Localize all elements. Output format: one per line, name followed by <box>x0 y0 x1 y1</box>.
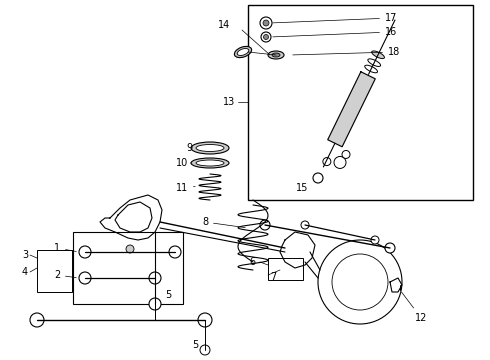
Ellipse shape <box>372 51 385 59</box>
Circle shape <box>263 20 269 26</box>
Bar <box>37 250 72 292</box>
Circle shape <box>318 240 402 324</box>
Text: 4: 4 <box>22 267 28 277</box>
Circle shape <box>260 17 272 29</box>
Ellipse shape <box>237 49 249 55</box>
Circle shape <box>260 220 270 230</box>
Bar <box>248 5 473 200</box>
Text: 2: 2 <box>54 270 76 280</box>
Text: 16: 16 <box>273 27 397 37</box>
Text: 11: 11 <box>176 183 195 193</box>
Circle shape <box>126 245 134 253</box>
Circle shape <box>200 345 210 355</box>
Text: 14: 14 <box>218 20 230 30</box>
Ellipse shape <box>268 51 284 59</box>
Circle shape <box>342 150 350 158</box>
Polygon shape <box>328 72 375 147</box>
Ellipse shape <box>272 53 280 57</box>
Circle shape <box>334 157 346 168</box>
Text: 5: 5 <box>192 340 198 350</box>
Circle shape <box>332 254 388 310</box>
Bar <box>268 258 303 280</box>
Circle shape <box>149 272 161 284</box>
Text: 9: 9 <box>186 143 192 153</box>
Text: 12: 12 <box>402 292 427 323</box>
Ellipse shape <box>191 158 229 168</box>
Text: 18: 18 <box>293 47 400 57</box>
Circle shape <box>79 246 91 258</box>
Circle shape <box>371 236 379 244</box>
Text: 6: 6 <box>249 257 255 267</box>
Circle shape <box>30 313 44 327</box>
Ellipse shape <box>234 46 252 58</box>
Text: 13: 13 <box>223 97 235 107</box>
Text: 1: 1 <box>54 243 76 253</box>
Text: 15: 15 <box>296 183 308 193</box>
Bar <box>73 232 183 304</box>
Ellipse shape <box>368 59 381 67</box>
Circle shape <box>261 32 271 42</box>
Ellipse shape <box>196 160 224 166</box>
Circle shape <box>385 243 395 253</box>
Circle shape <box>301 221 309 229</box>
Text: 17: 17 <box>273 13 397 23</box>
Ellipse shape <box>365 65 377 73</box>
Circle shape <box>79 272 91 284</box>
Circle shape <box>264 35 269 40</box>
Circle shape <box>169 246 181 258</box>
Circle shape <box>323 158 331 166</box>
Circle shape <box>198 313 212 327</box>
Text: 10: 10 <box>176 158 192 168</box>
Text: 8: 8 <box>202 217 245 228</box>
Ellipse shape <box>196 144 224 152</box>
Text: 5: 5 <box>165 290 171 300</box>
Text: 3: 3 <box>22 250 28 260</box>
Ellipse shape <box>191 142 229 154</box>
Circle shape <box>149 298 161 310</box>
Circle shape <box>313 173 323 183</box>
Text: 7: 7 <box>270 272 276 282</box>
